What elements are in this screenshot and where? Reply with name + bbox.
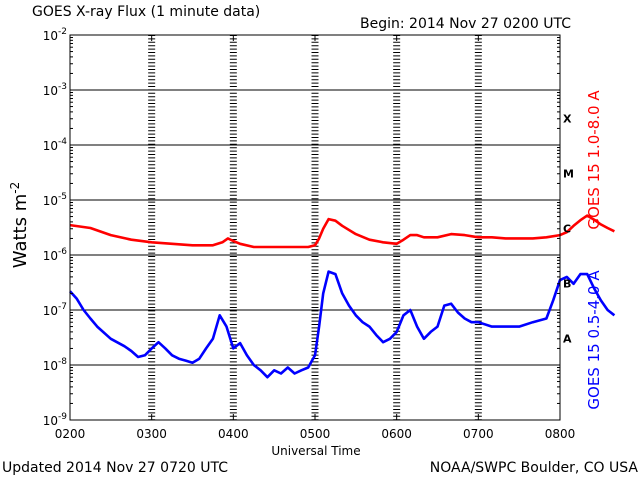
legend-entry-1: GOES 15 0.5-4.0 A [585, 270, 603, 410]
series-lines [69, 214, 616, 379]
y-tick-label: 10-4 [43, 137, 68, 153]
chart-title: GOES X-ray Flux (1 minute data) [32, 4, 260, 20]
x-tick-label: 0800 [545, 427, 576, 441]
y-tick-label: 10-5 [43, 192, 67, 208]
x-tick-label: 0300 [136, 427, 167, 441]
updated-time: Updated 2014 Nov 27 0720 UTC [2, 460, 228, 476]
y-tick-label: 10-2 [43, 27, 67, 43]
legend: GOES 15 1.0-8.0 A GOES 15 0.5-4.0 A [585, 90, 603, 410]
y-tick-label: 10-3 [43, 82, 67, 98]
series-line-0 [69, 214, 615, 249]
flare-class-label: B [563, 278, 571, 291]
begin-time: Begin: 2014 Nov 27 0200 UTC [360, 16, 571, 32]
y-axis-label: Watts m-2 [8, 182, 31, 268]
y-tick-label: 10-6 [43, 247, 68, 263]
flare-class-label: A [563, 333, 572, 346]
flare-class-label: M [563, 168, 574, 181]
y-tick-label: 10-8 [43, 357, 68, 373]
axes [69, 34, 561, 421]
flare-class-label: C [563, 223, 571, 236]
axis-labels: 0200 0300 0400 0500 0600 0700 0800 10-2 10-3 10-4… [43, 27, 576, 441]
series-line-1 [69, 270, 616, 379]
x-tick-label: 0600 [381, 427, 412, 441]
flare-class-label: X [563, 113, 572, 126]
y-tick-label: 10-9 [43, 412, 68, 428]
credit-text: NOAA/SWPC Boulder, CO USA [430, 460, 639, 476]
x-tick-label: 0400 [218, 427, 249, 441]
x-tick-label: 0700 [463, 427, 494, 441]
y-tick-label: 10-7 [43, 302, 67, 318]
x-tick-label: 0200 [55, 427, 86, 441]
x-tick-label: 0500 [300, 427, 331, 441]
grid [70, 35, 560, 420]
legend-entry-0: GOES 15 1.0-8.0 A [585, 90, 603, 230]
x-axis-label: Universal Time [271, 444, 360, 458]
